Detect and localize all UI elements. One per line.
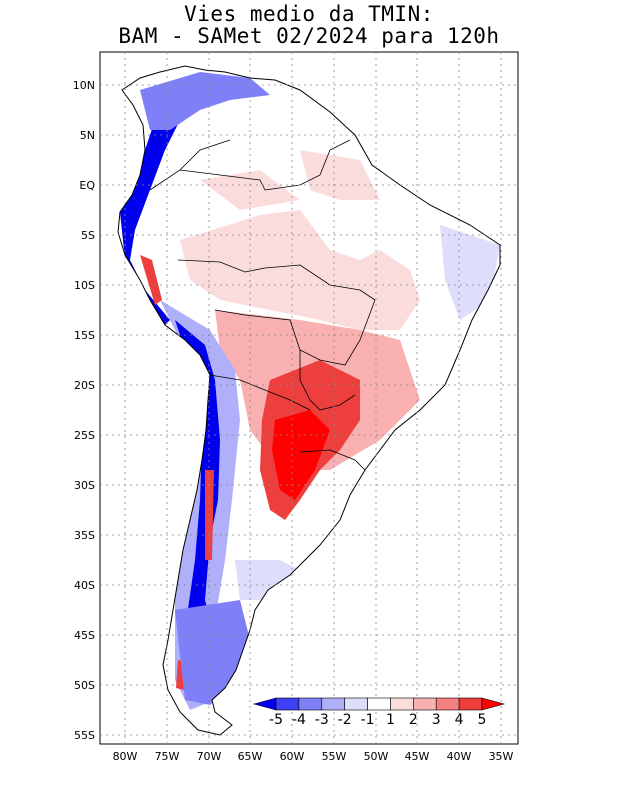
lon-tick-label: 75W xyxy=(155,750,180,763)
bias-area-weak-warm xyxy=(180,210,420,330)
bias-area-weak-warm xyxy=(300,150,380,200)
colorbar-cell xyxy=(413,697,437,711)
colorbar-label: 4 xyxy=(455,712,464,728)
lon-tick-label: 50W xyxy=(364,750,389,763)
colorbar-cell xyxy=(367,697,391,711)
lon-tick-label: 65W xyxy=(238,750,263,763)
colorbar-cell xyxy=(298,697,323,711)
lat-tick-label: EQ xyxy=(79,179,95,192)
bias-area-weak-cold xyxy=(235,560,300,600)
lat-tick-label: 55S xyxy=(74,729,95,742)
bias-area-strongest-warm xyxy=(272,410,330,500)
lat-tick-label: 25S xyxy=(74,429,95,442)
bias-area-strong-cold xyxy=(140,72,270,130)
lat-tick-label: 10S xyxy=(74,279,95,292)
lon-tick-label: 70W xyxy=(197,750,222,763)
lat-tick-label: 30S xyxy=(74,479,95,492)
colorbar-label: 5 xyxy=(478,712,487,728)
lat-tick-label: 50S xyxy=(74,679,95,692)
lat-tick-label: 10N xyxy=(73,79,95,92)
coastline xyxy=(117,65,501,736)
lat-tick-label: 35S xyxy=(74,529,95,542)
lat-tick-label: 40S xyxy=(74,579,95,592)
lat-tick-label: 5N xyxy=(80,129,95,142)
lon-tick-label: 80W xyxy=(113,750,138,763)
lat-tick-label: 5S xyxy=(81,229,95,242)
lat-axis: 10N 5N EQ 5S 10S 15S 20S 25S 30S 35S 40S… xyxy=(73,79,96,742)
lon-tick-label: 40W xyxy=(447,750,472,763)
colorbar-cell xyxy=(321,697,345,711)
color-bar: -5 -4 -3 -2 -1 1 2 3 4 5 xyxy=(252,697,506,728)
colorbar-label: -2 xyxy=(338,712,352,728)
colorbar-cell xyxy=(435,697,460,711)
colorbar-cell xyxy=(458,697,483,711)
colorbar-cell xyxy=(390,697,414,711)
map-title-line2: BAM - SAMet 02/2024 para 120h xyxy=(118,24,500,48)
colorbar-label: -5 xyxy=(269,712,283,728)
lon-tick-label: 60W xyxy=(280,750,305,763)
lat-tick-label: 15S xyxy=(74,329,95,342)
map-title-line1: Vies medio da TMIN: xyxy=(184,2,434,26)
lon-tick-label: 55W xyxy=(322,750,347,763)
colorbar-label: 2 xyxy=(409,712,418,728)
colorbar-cell xyxy=(275,697,300,711)
colorbar-label: -4 xyxy=(292,712,306,728)
colorbar-label: -1 xyxy=(361,712,375,728)
lon-tick-label: 45W xyxy=(405,750,430,763)
lat-tick-label: 20S xyxy=(74,379,95,392)
lon-axis: 80W 75W 70W 65W 60W 55W 50W 45W 40W 35W xyxy=(113,750,514,763)
colorbar-arrow-right xyxy=(481,697,506,711)
country-borders xyxy=(149,139,376,471)
colorbar-label: 3 xyxy=(432,712,441,728)
colorbar-cell xyxy=(344,697,368,711)
colorbar-label: 1 xyxy=(386,712,395,728)
bias-streak-warm xyxy=(140,255,162,305)
lon-tick-label: 35W xyxy=(489,750,514,763)
lat-tick-label: 45S xyxy=(74,629,95,642)
colorbar-label: -3 xyxy=(315,712,329,728)
lat-lon-grid xyxy=(100,52,518,744)
bias-streak-warm xyxy=(205,470,214,560)
